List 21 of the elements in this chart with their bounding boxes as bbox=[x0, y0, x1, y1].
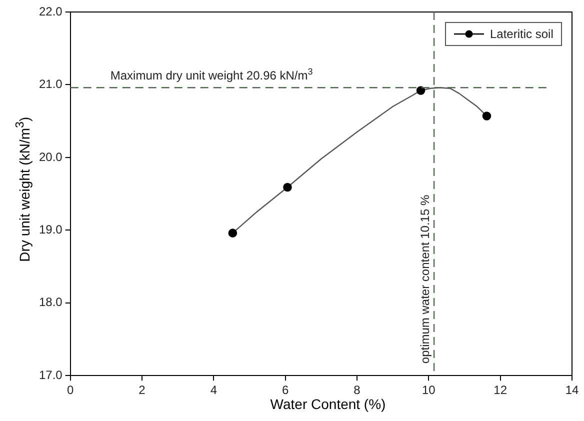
x-axis-title: Water Content (%) bbox=[269, 396, 387, 412]
y-tick-label: 22.0 bbox=[38, 4, 63, 18]
point bbox=[228, 228, 238, 238]
y-tick-label: 19.0 bbox=[38, 222, 63, 236]
x-tick-label: 8 bbox=[354, 383, 361, 398]
y-tick-label: 17.0 bbox=[38, 368, 63, 382]
y-tick-label: 20.0 bbox=[38, 150, 63, 164]
point bbox=[283, 182, 292, 192]
x-tick-label: 4 bbox=[210, 383, 218, 398]
x-tick-label: 6 bbox=[282, 383, 289, 398]
x-tick-label: 2 bbox=[138, 383, 146, 398]
point bbox=[416, 86, 426, 95]
x-tick-label: 0 bbox=[67, 383, 74, 398]
ref-line-label: optimum water content 10.15 % bbox=[418, 194, 432, 364]
point bbox=[482, 112, 492, 120]
y-tick-label: 21.0 bbox=[38, 77, 63, 92]
y-tick-label: 18.0 bbox=[38, 295, 63, 310]
x-tick-label: 12 bbox=[494, 383, 508, 398]
x-tick-label: 10 bbox=[422, 383, 436, 398]
legend-label: Lateritic soil bbox=[490, 27, 554, 41]
x-tick-label: 14 bbox=[565, 383, 579, 398]
